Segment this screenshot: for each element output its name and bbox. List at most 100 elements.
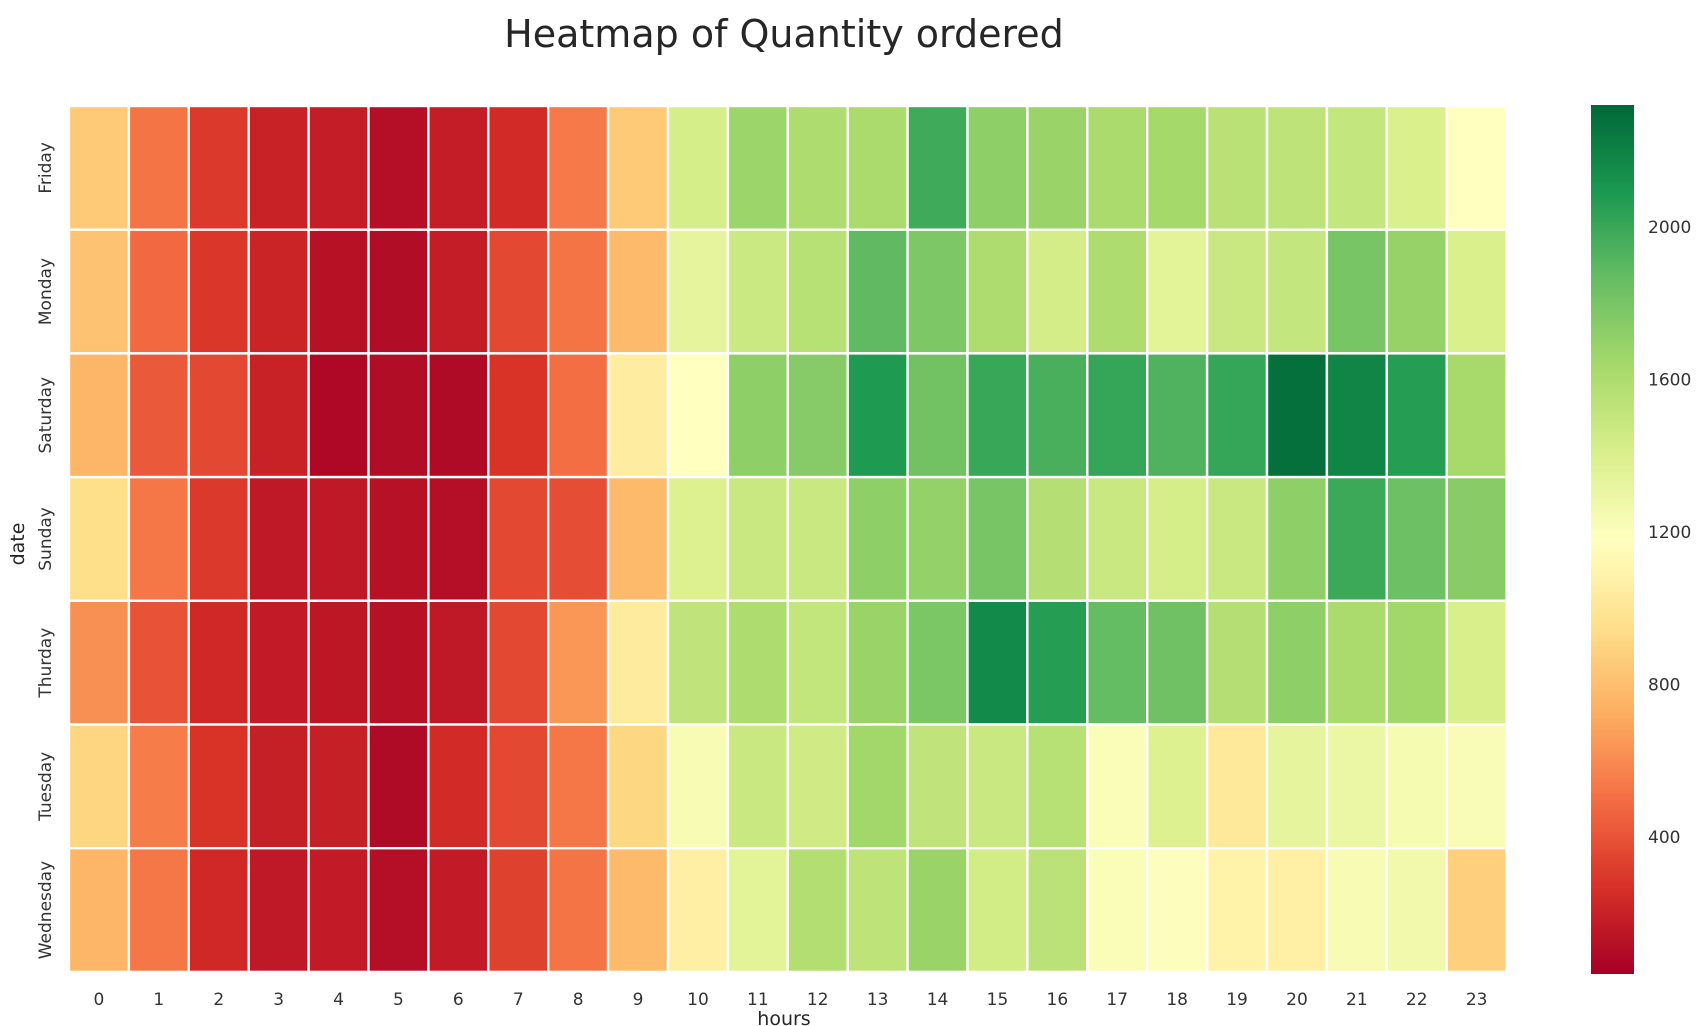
heatmap-cell — [547, 847, 610, 974]
heatmap-cell — [187, 723, 250, 850]
y-tick-label: Tuesday — [36, 752, 56, 822]
heatmap-cell — [427, 475, 490, 603]
heatmap-cell — [1265, 847, 1329, 974]
heatmap-cell — [307, 104, 370, 231]
heatmap-cell — [1265, 475, 1329, 603]
heatmap-cell — [1385, 228, 1448, 355]
heatmap-cell — [247, 847, 310, 974]
heatmap-cell — [666, 228, 730, 355]
heatmap-cell — [846, 228, 909, 355]
heatmap-cell — [1026, 599, 1089, 726]
heatmap-cell — [846, 104, 909, 231]
heatmap-cell — [666, 104, 730, 231]
y-tick-label: Saturday — [36, 377, 56, 454]
heatmap-cell — [1205, 723, 1269, 850]
heatmap-cell — [487, 352, 550, 479]
heatmap-cell — [1385, 104, 1448, 231]
heatmap-cell — [1385, 475, 1448, 603]
heatmap-cell — [786, 104, 849, 231]
heatmap-cell — [487, 599, 550, 726]
heatmap-cell — [966, 352, 1029, 479]
heatmap-cell — [786, 228, 849, 355]
heatmap-cell — [187, 475, 250, 603]
heatmap-cell — [67, 723, 131, 850]
x-tick-label: 10 — [687, 990, 709, 1010]
heatmap-cell — [307, 723, 370, 850]
heatmap-cell — [487, 847, 550, 974]
y-tick-label: Sunday — [36, 507, 56, 571]
heatmap-cell — [127, 847, 190, 974]
heatmap-cell — [487, 104, 550, 231]
heatmap-cell — [487, 475, 550, 603]
heatmap-cell — [1265, 104, 1329, 231]
heatmap-cell — [1325, 847, 1389, 974]
heatmap-cell — [367, 104, 430, 231]
heatmap-cell — [786, 475, 849, 603]
heatmap-cell — [1086, 228, 1149, 355]
heatmap-cell — [726, 723, 790, 850]
heatmap-cell — [786, 352, 849, 479]
heatmap-cell — [1086, 599, 1149, 726]
heatmap-cell — [427, 228, 490, 355]
colorbar-tick-label: 1600 — [1648, 370, 1691, 390]
heatmap-cell — [1325, 475, 1389, 603]
heatmap-cell — [606, 723, 670, 850]
heatmap-cell — [906, 228, 969, 355]
heatmap-cell — [367, 352, 430, 479]
heatmap-cell — [247, 228, 310, 355]
heatmap-cell — [487, 723, 550, 850]
heatmap-cell — [1385, 599, 1448, 726]
heatmap-cell — [547, 475, 610, 603]
heatmap-cell — [606, 228, 670, 355]
heatmap-cell — [127, 723, 190, 850]
heatmap-cell — [1445, 599, 1508, 726]
heatmap-cell — [1385, 352, 1448, 479]
heatmap-cell — [1325, 352, 1389, 479]
heatmap-cell — [846, 352, 909, 479]
heatmap-cell — [606, 352, 670, 479]
heatmap-cells — [67, 104, 1508, 974]
heatmap-cell — [67, 228, 131, 355]
x-tick-label: 8 — [573, 990, 584, 1010]
heatmap-cell — [67, 104, 131, 231]
x-tick-label: 12 — [807, 990, 829, 1010]
heatmap-cell — [906, 599, 969, 726]
x-tick-label: 22 — [1406, 990, 1428, 1010]
heatmap-cell — [846, 475, 909, 603]
heatmap-cell — [1086, 475, 1149, 603]
x-tick-label: 16 — [1047, 990, 1069, 1010]
heatmap-cell — [726, 599, 790, 726]
heatmap-cell — [1026, 228, 1089, 355]
heatmap-cell — [247, 475, 310, 603]
heatmap-cell — [726, 847, 790, 974]
x-tick-label: 23 — [1466, 990, 1488, 1010]
colorbar-ticks: 400 800 1200 1600 2000 — [1648, 218, 1691, 848]
x-tick-label: 19 — [1226, 990, 1248, 1010]
y-tick-label: Thurday — [36, 628, 56, 699]
heatmap-cell — [666, 475, 730, 603]
y-tick-label: Friday — [36, 142, 56, 194]
heatmap-cell — [1086, 352, 1149, 479]
x-tick-label: 7 — [513, 990, 524, 1010]
heatmap-cell — [547, 723, 610, 850]
heatmap-cell — [1145, 352, 1209, 479]
x-tick-label: 13 — [867, 990, 889, 1010]
x-tick-label: 21 — [1346, 990, 1368, 1010]
x-tick-label: 14 — [927, 990, 949, 1010]
heatmap-cell — [1086, 104, 1149, 231]
y-tick-label: Wednesday — [36, 861, 56, 959]
y-tick-labels: Friday Monday Saturday Sunday Thurday Tuesday… — [36, 142, 56, 959]
heatmap-cell — [966, 847, 1029, 974]
heatmap-cell — [427, 104, 490, 231]
heatmap-cell — [846, 847, 909, 974]
heatmap-cell — [1145, 599, 1209, 726]
heatmap-cell — [1205, 228, 1269, 355]
heatmap-cell — [1205, 847, 1269, 974]
heatmap-cell — [1026, 352, 1089, 479]
heatmap-cell — [1265, 352, 1329, 479]
heatmap-cell — [846, 723, 909, 850]
y-axis-label: date — [7, 523, 29, 566]
heatmap-cell — [966, 475, 1029, 603]
heatmap-cell — [1325, 723, 1389, 850]
colorbar-tick-label: 400 — [1648, 828, 1680, 848]
